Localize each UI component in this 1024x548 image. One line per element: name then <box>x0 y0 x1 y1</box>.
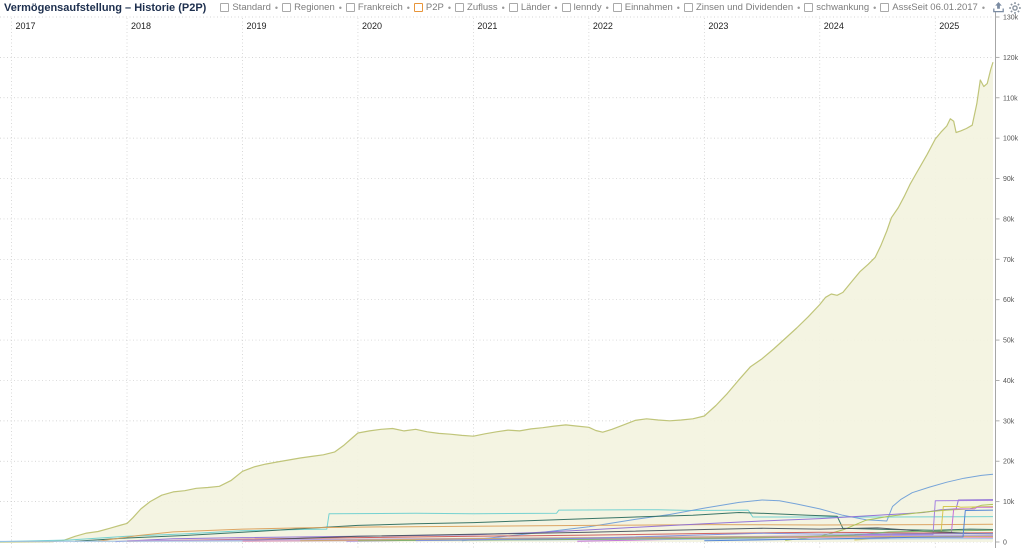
header: Vermögensaufstellung – Historie (P2P) St… <box>0 0 1024 15</box>
series-line-account-blue2 <box>704 509 994 542</box>
y-tick-label: 70k <box>1003 257 1015 264</box>
series-line-account-slate <box>242 527 994 541</box>
tab-frankreich[interactable]: Frankreich <box>345 2 403 13</box>
tab-separator: • <box>605 2 609 13</box>
checkbox-icon[interactable] <box>612 3 622 12</box>
series-line-account-periwinkle <box>415 532 994 542</box>
header-right: Seit 06.01.2017 • <box>911 1 1024 14</box>
y-tick-label: 20k <box>1003 459 1015 466</box>
tab-zinsen-und-dividenden[interactable]: Zinsen und Dividenden <box>683 2 794 13</box>
checkbox-icon[interactable] <box>345 3 355 12</box>
tab-label: Regionen <box>294 2 335 13</box>
y-tick-label: 90k <box>1003 176 1015 183</box>
tab-separator: • <box>554 2 558 13</box>
year-label: 2019 <box>246 21 266 31</box>
tab-separator: • <box>274 2 279 13</box>
series-line-account-aqua <box>0 509 994 543</box>
tab-separator: • <box>797 2 801 13</box>
checkbox-icon[interactable] <box>413 3 423 12</box>
year-label: 2017 <box>16 21 36 31</box>
checkbox-icon[interactable] <box>683 3 693 12</box>
tab-separator: • <box>338 2 342 13</box>
tab-schwankung[interactable]: schwankung <box>804 2 869 13</box>
y-tick-label: 60k <box>1003 297 1015 304</box>
year-label: 2025 <box>939 21 959 31</box>
y-tick-label: 50k <box>1003 338 1015 345</box>
checkbox-icon[interactable] <box>508 3 518 12</box>
year-label: 2020 <box>362 21 382 31</box>
tab-label: lenndy <box>573 2 602 13</box>
y-tick-label: 40k <box>1003 378 1015 385</box>
tab-separator: • <box>676 2 680 13</box>
tab-label: Assetallo <box>892 2 912 13</box>
checkbox-icon[interactable] <box>804 3 814 12</box>
y-tick-label: 110k <box>1003 95 1018 102</box>
tab-label: Frankreich <box>357 2 403 13</box>
tab-lenndy[interactable]: lenndy <box>561 2 602 13</box>
tab-assetallo[interactable]: Assetallo <box>880 2 911 13</box>
tab-label: Standard <box>232 2 271 13</box>
tab-label: Länder <box>520 2 551 13</box>
checkbox-icon[interactable] <box>282 3 292 12</box>
year-label: 2022 <box>593 21 613 31</box>
since-label: Seit 06.01.2017 <box>911 2 978 13</box>
tab-label: schwankung <box>816 2 870 13</box>
tab-separator: • <box>501 2 505 13</box>
series-line-account-orange <box>98 523 994 542</box>
settings-icon[interactable] <box>1008 1 1021 14</box>
y-tick-label: 80k <box>1003 216 1015 223</box>
checkbox-icon[interactable] <box>455 3 465 12</box>
series-line-total-portfolio <box>0 62 994 543</box>
y-tick-label: 130k <box>1003 15 1019 22</box>
tab-label: Einnahmen <box>624 2 673 13</box>
checkbox-icon[interactable] <box>880 3 890 12</box>
y-tick-label: 100k <box>1003 136 1019 143</box>
year-label: 2024 <box>824 21 844 31</box>
tab-separator: • <box>873 2 877 13</box>
year-label: 2023 <box>708 21 728 31</box>
y-tick-label: 120k <box>1003 55 1019 62</box>
tab-einnahmen[interactable]: Einnahmen <box>612 2 673 13</box>
tab-label: Zufluss <box>467 2 498 13</box>
y-tick-label: 0 <box>1003 540 1007 547</box>
series-line-account-steelblue <box>461 473 994 542</box>
y-tick-label: 10k <box>1003 499 1015 506</box>
year-label: 2021 <box>477 21 497 31</box>
series-line-account-darkteal <box>75 512 994 542</box>
y-tick-label: 30k <box>1003 418 1015 425</box>
area-fill-total-portfolio <box>0 62 993 542</box>
series-line-account-purple <box>115 499 994 543</box>
checkbox-icon[interactable] <box>220 3 230 12</box>
tab-p2p[interactable]: P2P <box>413 2 444 13</box>
series-line-account-green <box>357 529 994 542</box>
year-label: 2018 <box>131 21 151 31</box>
tab-standard[interactable]: Standard <box>220 2 271 13</box>
tab-zufluss[interactable]: Zufluss <box>455 2 498 13</box>
tab-laender[interactable]: Länder <box>508 2 551 13</box>
since-separator: • <box>981 2 985 13</box>
tab-bar: Standard • Regionen • Frankreich • P2P • Zufluss… <box>220 2 911 13</box>
page-title: Vermögensaufstellung – Historie (P2P) <box>4 2 207 14</box>
upload-icon[interactable] <box>992 2 1005 14</box>
tab-label: Zinsen und Dividenden <box>695 2 794 13</box>
tab-separator: • <box>447 2 452 13</box>
tab-separator: • <box>406 2 410 13</box>
checkbox-icon[interactable] <box>561 3 571 12</box>
tab-regionen[interactable]: Regionen <box>282 2 335 13</box>
tab-label: P2P <box>425 2 444 13</box>
